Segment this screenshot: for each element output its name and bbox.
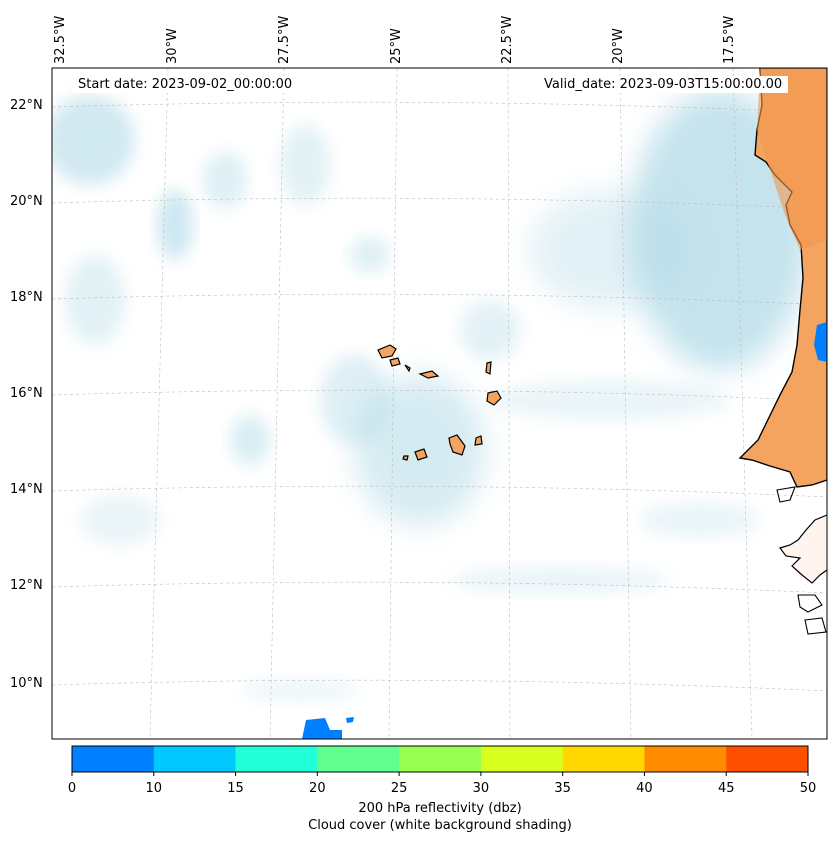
colorbar-segment xyxy=(644,746,727,772)
island-brava xyxy=(402,455,409,461)
valid-date-label: Valid_date: 2023-09-03T15:00:00.00 xyxy=(538,76,789,93)
colorbar-tick-label: 10 xyxy=(145,781,163,796)
colorbar-segment xyxy=(153,746,237,772)
colorbar-segment xyxy=(317,746,400,772)
island-sao-vicente xyxy=(389,357,401,367)
lat-label-14n: 14°N xyxy=(10,482,43,497)
lat-label-20n: 20°N xyxy=(10,194,43,209)
map-frame xyxy=(51,67,828,740)
colorbar-segment xyxy=(480,746,564,772)
colorbar-segment xyxy=(235,746,318,772)
lat-label-22n: 22°N xyxy=(10,98,43,113)
colorbar-tick-label: 40 xyxy=(636,781,653,796)
colorbar-label-cloud-cover: Cloud cover (white background shading) xyxy=(308,818,572,833)
colorbar-frame xyxy=(71,745,809,773)
colorbar-tick-label: 45 xyxy=(717,781,735,796)
lon-label-22-5w: 22.5°W xyxy=(500,15,515,64)
lat-label-18n: 18°N xyxy=(10,290,43,305)
colorbar-segment xyxy=(562,746,645,772)
start-date-label: Start date: 2023-09-02_00:00:00 xyxy=(72,76,299,93)
cloud-cover-layer xyxy=(52,90,810,702)
colorbar-tick-label: 0 xyxy=(67,781,77,796)
island-sao-nicolau xyxy=(418,370,440,379)
colorbar-tick-label: 15 xyxy=(227,781,244,796)
island-santiago xyxy=(448,434,466,456)
colorbar-segment xyxy=(399,746,482,772)
island-fogo xyxy=(414,448,428,461)
colorbar-tick-label: 20 xyxy=(309,781,326,796)
radar-echo-south xyxy=(302,717,354,739)
colorbar-tick-label: 30 xyxy=(472,781,490,796)
lat-label-16n: 16°N xyxy=(10,386,43,401)
colorbar-tick-label: 35 xyxy=(554,781,571,796)
cape-verde-islands xyxy=(377,344,502,461)
lat-label-10n: 10°N xyxy=(10,676,43,691)
colorbar-segment xyxy=(726,746,809,772)
colorbar xyxy=(71,745,809,776)
lon-label-20w: 20°W xyxy=(611,28,626,64)
map-gridlines xyxy=(52,68,827,739)
island-santa-luzia xyxy=(404,364,411,373)
colorbar-tick-label: 25 xyxy=(390,781,408,796)
colorbar-label-reflectivity: 200 hPa reflectivity (dbz) xyxy=(358,801,522,816)
lat-label-12n: 12°N xyxy=(10,578,43,593)
island-maio xyxy=(474,435,483,446)
lon-label-32-5w: 32.5°W xyxy=(53,15,68,64)
lon-label-25w: 25°W xyxy=(389,28,404,64)
lon-label-30w: 30°W xyxy=(165,28,180,64)
island-boa-vista xyxy=(486,390,502,406)
africa-coast xyxy=(738,68,827,635)
lon-label-27-5w: 27.5°W xyxy=(277,15,292,64)
island-sal xyxy=(485,361,492,375)
colorbar-tick-label: 50 xyxy=(799,781,817,796)
colorbar-segment xyxy=(72,746,155,772)
lon-label-17-5w: 17.5°W xyxy=(722,15,737,64)
island-santo-antao xyxy=(377,344,397,359)
